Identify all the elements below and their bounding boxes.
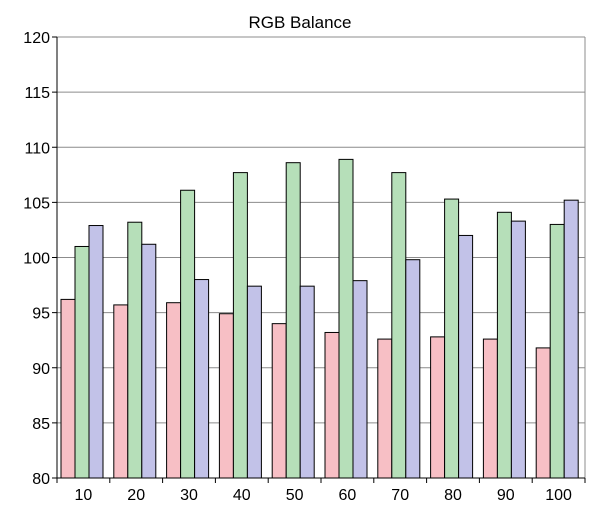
x-tick-label: 30 <box>180 487 198 504</box>
bar-series2-100 <box>549 223 565 479</box>
x-tick-label: 70 <box>391 487 409 504</box>
bar-series1-30 <box>166 302 182 479</box>
bar-series3-10 <box>88 225 104 479</box>
bar-series3-100 <box>563 199 579 479</box>
bar-series2-40 <box>232 172 248 479</box>
y-tick-label: 85 <box>32 416 50 433</box>
y-tick-label: 105 <box>23 195 50 212</box>
bar-series1-40 <box>218 313 234 479</box>
y-tick-label: 90 <box>32 361 50 378</box>
bar-series2-50 <box>285 162 301 479</box>
bar-series3-20 <box>141 243 157 479</box>
y-tick-labels: 80 85 90 95 100 105 110 115 120 <box>23 30 50 488</box>
x-tick-label: 60 <box>339 487 357 504</box>
y-tick-label: 115 <box>24 85 50 102</box>
y-tick-label: 95 <box>32 306 50 323</box>
bar-series2-80 <box>444 198 460 479</box>
x-tick-label: 80 <box>444 487 462 504</box>
axes <box>52 36 586 483</box>
y-tick-label: 110 <box>24 140 50 157</box>
bar-series1-80 <box>430 336 446 479</box>
bar-series1-100 <box>535 347 551 479</box>
bar-series3-60 <box>352 280 368 479</box>
bar-series2-70 <box>391 172 407 479</box>
bar-series2-60 <box>338 158 354 479</box>
bar-series3-40 <box>246 285 262 479</box>
y-tick-label: 80 <box>32 471 50 488</box>
bar-series3-80 <box>458 234 474 479</box>
bar-series1-20 <box>113 304 129 479</box>
bar-series1-60 <box>324 331 340 479</box>
bar-series3-70 <box>405 259 421 479</box>
bar-series1-50 <box>271 323 287 479</box>
bar-series1-10 <box>60 298 76 479</box>
x-tick-label: 90 <box>497 487 515 504</box>
chart-title: RGB Balance <box>249 13 352 32</box>
bar-series2-30 <box>180 189 196 479</box>
y-tick-label: 100 <box>23 251 50 268</box>
x-tick-label: 20 <box>127 487 145 504</box>
x-tick-label: 100 <box>545 487 572 504</box>
bar-series3-90 <box>510 220 526 479</box>
y-tick-label: 120 <box>23 30 50 47</box>
bar-series3-50 <box>299 285 315 479</box>
bars <box>60 158 579 479</box>
x-tick-label: 40 <box>233 487 251 504</box>
bar-series1-70 <box>377 338 393 479</box>
bar-series3-30 <box>194 279 210 479</box>
bar-series2-90 <box>496 211 512 479</box>
x-tick-label: 50 <box>286 487 304 504</box>
x-tick-label: 10 <box>75 487 93 504</box>
bar-series2-20 <box>127 221 143 479</box>
bar-series1-90 <box>482 338 498 479</box>
x-tick-labels: 10 20 30 40 50 60 70 80 90 100 <box>75 487 573 504</box>
bar-series2-10 <box>74 245 90 479</box>
